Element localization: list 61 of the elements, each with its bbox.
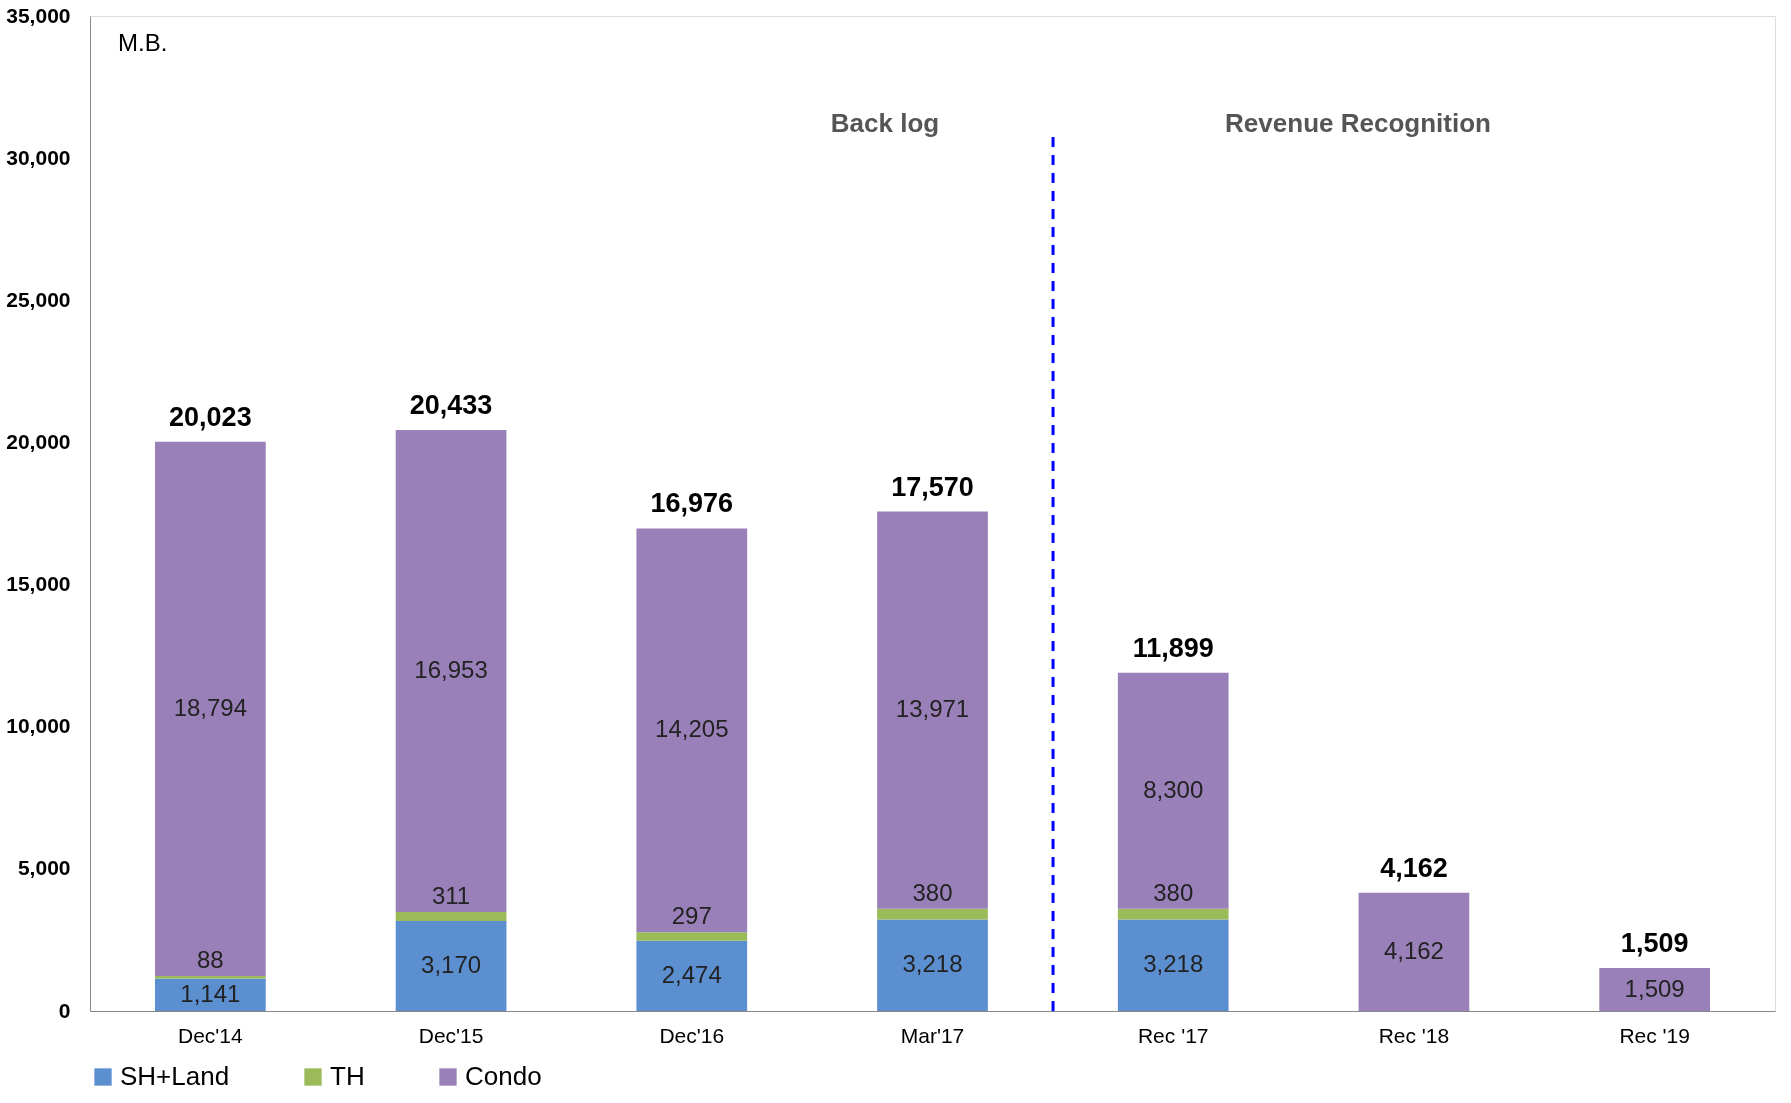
x-tick-label: Dec'15: [418, 1023, 484, 1047]
bar: [395, 430, 507, 913]
bar: [1358, 892, 1470, 1011]
data-label: 1,141: [180, 979, 241, 1007]
data-label: 16,953: [414, 656, 488, 684]
data-label: 88: [197, 946, 224, 974]
total-label: 1,509: [1620, 928, 1689, 959]
bar: [877, 511, 988, 909]
data-label: 380: [912, 878, 953, 906]
bar: [1117, 919, 1229, 1011]
y-tick-label: 0: [58, 998, 71, 1022]
x-tick-label: Rec '17: [1137, 1023, 1209, 1047]
x-tick-label: Dec'14: [178, 1023, 244, 1047]
annotation: M.B.: [118, 29, 168, 56]
x-tick-label: Rec '19: [1619, 1023, 1690, 1047]
total-label: 20,433: [409, 390, 493, 421]
total-label: 17,570: [891, 471, 974, 502]
bar: [1599, 968, 1711, 1011]
bar: [395, 920, 507, 1011]
annotation: Revenue Recognition: [1225, 108, 1491, 138]
data-label: 380: [1153, 878, 1194, 906]
legend-label: Condo: [465, 1061, 542, 1091]
bar: [877, 908, 988, 920]
data-label: 3,218: [1143, 950, 1204, 978]
x-tick-label: Rec '18: [1378, 1023, 1450, 1047]
y-tick-label: 15,000: [6, 572, 71, 596]
y-tick-label: 10,000: [6, 714, 71, 738]
bar: [636, 528, 748, 933]
bar: [636, 940, 748, 1011]
legend-label: SH+Land: [120, 1061, 230, 1091]
data-label: 3,170: [421, 950, 482, 978]
data-label: 13,971: [895, 695, 970, 723]
bar: [154, 441, 266, 977]
bar: [877, 919, 988, 1011]
x-tick-label: Mar'17: [900, 1023, 965, 1047]
y-tick-label: 25,000: [6, 287, 71, 311]
bar: [636, 932, 748, 941]
y-tick-label: 30,000: [6, 145, 71, 169]
data-label: 2,474: [661, 960, 722, 988]
y-tick-label: 35,000: [6, 3, 71, 27]
total-label: 11,899: [1132, 632, 1214, 663]
bar: [154, 976, 266, 979]
data-label: 3,218: [902, 950, 963, 978]
total-label: 20,023: [169, 401, 252, 432]
total-label: 16,976: [650, 488, 734, 519]
y-tick-label: 5,000: [17, 856, 71, 880]
x-tick-label: Dec'16: [659, 1023, 725, 1047]
bar: [1117, 908, 1229, 920]
data-label: 1,509: [1624, 974, 1685, 1002]
data-label: 297: [671, 902, 712, 930]
legend-label: TH: [330, 1061, 365, 1091]
data-label: 4,162: [1383, 936, 1444, 964]
data-label: 8,300: [1143, 775, 1204, 803]
total-label: 4,162: [1380, 852, 1448, 883]
data-label: 18,794: [173, 693, 248, 721]
data-label: 311: [431, 882, 471, 910]
data-label: 14,205: [655, 715, 729, 743]
bar: [395, 912, 507, 921]
annotation: Back log: [830, 108, 940, 138]
bar: [1117, 672, 1229, 909]
y-tick-label: 20,000: [6, 429, 71, 453]
